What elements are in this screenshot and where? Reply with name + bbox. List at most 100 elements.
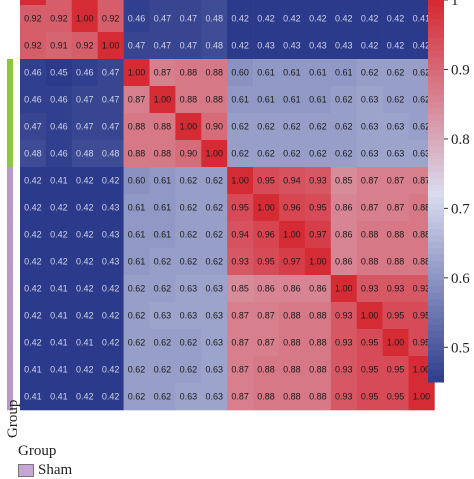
cell-value-label: 0.61 (128, 257, 146, 267)
heatmap-cell (201, 59, 228, 87)
cell-value-label: 0.62 (361, 68, 379, 78)
cell-value-label: 0.41 (76, 338, 94, 348)
colorbar-step (428, 82, 444, 90)
heatmap-cell (356, 5, 383, 33)
colorbar-step (428, 12, 444, 20)
heatmap-cell (71, 113, 98, 141)
heatmap-cell (253, 221, 280, 249)
heatmap-cell (71, 383, 98, 411)
heatmap-cell (97, 383, 124, 411)
heatmap-cell (382, 5, 409, 33)
cell-value-label: 0.46 (50, 95, 68, 105)
colorbar-step (428, 210, 444, 217)
heatmap-cell (97, 302, 124, 330)
cell-value-label: 0.62 (257, 122, 275, 132)
group-bar-segment (7, 194, 13, 222)
heatmap-cell (279, 140, 306, 168)
colorbar-step (428, 197, 444, 205)
colorbar-step (428, 267, 444, 275)
cell-value-label: 0.42 (102, 338, 120, 348)
heatmap-cell (175, 59, 202, 87)
heatmap-cell (45, 275, 73, 303)
cell-value-label: 0.62 (128, 338, 146, 348)
cell-value-label: 0.90 (205, 122, 223, 132)
cell-value-label: 0.63 (205, 365, 223, 375)
cell-value-label: 0.63 (180, 284, 198, 294)
heatmap-cell (123, 86, 150, 114)
heatmap-cell (20, 5, 47, 33)
heatmap-cell (356, 356, 383, 384)
cell-value-label: 0.88 (361, 230, 379, 240)
heatmap-cell (382, 248, 409, 276)
cell-value-label: 0.93 (387, 284, 405, 294)
cell-value-label: 0.62 (180, 230, 198, 240)
heatmap-cell (97, 356, 124, 384)
heatmap-cell (201, 5, 228, 33)
cell-value-label: 0.63 (361, 95, 379, 105)
cell-value-label: 0.42 (361, 41, 379, 51)
heatmap-cell (175, 167, 202, 195)
cell-value-label: 0.42 (76, 176, 94, 186)
cell-value-label: 0.42 (24, 284, 42, 294)
cell-value-label: 0.62 (180, 338, 198, 348)
group-bar-segment (7, 140, 13, 168)
heatmap-cell (382, 356, 409, 384)
cell-value-label: 0.62 (231, 122, 249, 132)
cell-value-label: 0.85 (335, 176, 353, 186)
colorbar-step (428, 19, 444, 26)
cell-value-label: 0.92 (76, 41, 94, 51)
heatmap-cell (149, 194, 176, 222)
cell-value-label: 0.88 (387, 257, 405, 267)
heatmap-cell (175, 0, 202, 6)
cell-value-label: 0.87 (361, 176, 379, 186)
heatmap-cell (20, 140, 47, 168)
heatmap-cell (71, 356, 98, 384)
heatmap-cell (123, 275, 150, 303)
legend-swatch-sham (18, 464, 34, 477)
cell-value-label: 0.42 (24, 338, 42, 348)
colorbar-step (428, 6, 444, 14)
colorbar-step (428, 337, 444, 345)
heatmap-cell (20, 221, 47, 249)
legend-title: Group (18, 443, 57, 459)
cell-value-label: 0.42 (76, 257, 94, 267)
cell-value-label: 0.41 (24, 392, 42, 402)
heatmap-cell (45, 248, 73, 276)
cell-value-label: 0.42 (102, 284, 120, 294)
colorbar-step (428, 222, 444, 230)
cell-value-label: 0.61 (283, 95, 301, 105)
colorbar-step (428, 299, 444, 307)
heatmap-cell (201, 0, 228, 6)
group-bar-segment (7, 248, 13, 276)
heatmap-cell (356, 302, 383, 330)
cell-value-label: 0.88 (180, 68, 198, 78)
heatmap-cell (356, 0, 383, 6)
cell-value-label: 0.87 (231, 392, 249, 402)
legend-label-sham: Sham (38, 462, 73, 478)
cell-value-label: 0.62 (154, 284, 172, 294)
cell-value-label: 0.93 (335, 311, 353, 321)
heatmap-cell (20, 167, 47, 195)
heatmap-cell (149, 248, 176, 276)
heatmap-cell (201, 383, 228, 411)
cell-value-label: 0.62 (180, 176, 198, 186)
cell-value-label: 0.95 (387, 365, 405, 375)
cell-value-label: 0.92 (102, 14, 120, 24)
cell-value-label: 0.42 (102, 365, 120, 375)
cell-value-label: 0.42 (309, 14, 327, 24)
heatmap-cell (97, 248, 124, 276)
cell-value-label: 0.95 (361, 365, 379, 375)
cell-value-label: 0.87 (231, 338, 249, 348)
heatmap-cell (279, 32, 306, 60)
cell-value-label: 0.96 (283, 203, 301, 213)
heatmap-cell (97, 329, 124, 357)
cell-value-label: 0.88 (361, 257, 379, 267)
heatmap-cell (71, 32, 98, 60)
cell-value-label: 0.61 (154, 230, 172, 240)
colorbar-tick-label: 0.9 (451, 62, 470, 78)
cell-value-label: 0.95 (361, 338, 379, 348)
heatmap-cell (227, 194, 254, 222)
group-bar-segment (7, 275, 13, 303)
heatmap-cell (253, 140, 280, 168)
colorbar-step (428, 127, 444, 135)
